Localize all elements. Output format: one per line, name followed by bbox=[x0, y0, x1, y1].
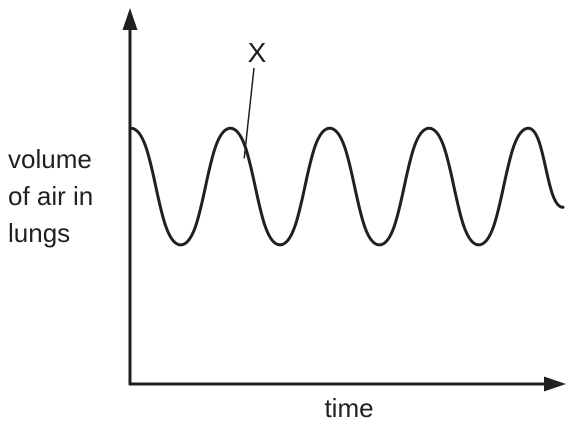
x-axis-arrowhead bbox=[544, 376, 566, 392]
series-line-volume bbox=[129, 126, 565, 247]
y-axis-label-line-2: of air in bbox=[8, 181, 93, 211]
y-axis-label-line-1: volume bbox=[8, 144, 92, 174]
x-axis-label: time bbox=[324, 393, 373, 423]
annotation-leader-line bbox=[243, 67, 255, 159]
annotation-label: X bbox=[248, 37, 267, 68]
y-axis-label-line-3: lungs bbox=[8, 218, 70, 248]
y-axis-arrowhead bbox=[122, 8, 138, 30]
